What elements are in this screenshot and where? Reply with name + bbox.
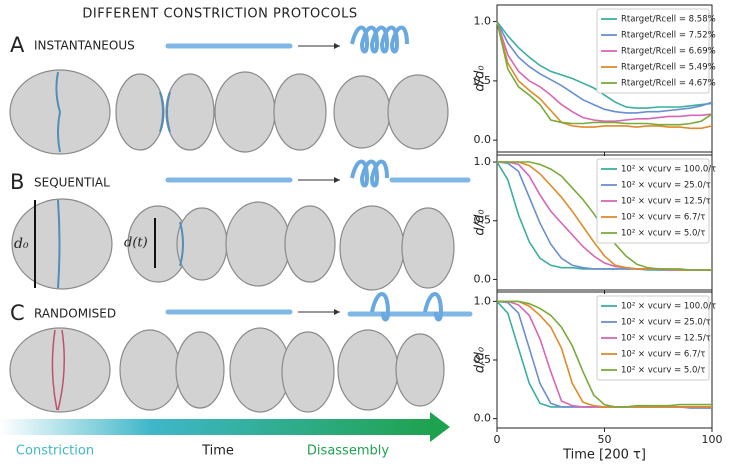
panel-letter: C <box>10 301 25 325</box>
legend-label: Rtarget/Rcell = 6.69% <box>621 47 716 57</box>
legend-label: 10² × vcurv = 25.0/τ <box>621 181 711 191</box>
series-line <box>496 21 713 122</box>
y-tick-label: 0.5 <box>474 353 492 366</box>
legend-box <box>596 295 710 381</box>
panel-name: RANDOMISED <box>34 307 116 321</box>
protocol-sketch <box>165 292 473 322</box>
y-tick-label: 1.0 <box>474 155 492 168</box>
y-tick-label: 1.0 <box>474 294 492 307</box>
annotation: d(t) <box>124 236 148 251</box>
panel-name: SEQUENTIAL <box>34 176 110 190</box>
series-line <box>496 21 713 109</box>
y-tick-label: 0.5 <box>474 214 492 227</box>
legend-label: 10² × vcurv = 100.0/τ <box>621 165 716 175</box>
legend-box <box>596 8 710 94</box>
y-axis-label: d/d₀ <box>473 346 488 373</box>
legend-label: 10² × vcurv = 12.5/τ <box>621 334 711 344</box>
legend-box <box>596 158 710 244</box>
y-axis-label: d/d₀ <box>473 65 488 92</box>
legend-label: Rtarget/Rcell = 7.52% <box>621 31 716 41</box>
timeline-bar <box>0 419 432 435</box>
timeline-arrowhead <box>430 412 450 442</box>
figure-title: DIFFERENT CONSTRICTION PROTOCOLS <box>82 7 357 22</box>
y-tick-label: 0.0 <box>474 133 492 146</box>
x-axis-label: Time [200 τ] <box>562 448 646 463</box>
legend-label: 10² × vcurv = 25.0/τ <box>621 318 711 328</box>
legend-label: 10² × vcurv = 5.0/τ <box>621 229 705 239</box>
legend-label: 10² × vcurv = 6.7/τ <box>621 350 705 360</box>
protocol-sketch <box>165 25 409 54</box>
y-tick-label: 1.0 <box>474 15 492 28</box>
protocol-sketch <box>165 159 471 188</box>
y-tick-label: 0.5 <box>474 74 492 87</box>
legend-label: 10² × vcurv = 6.7/τ <box>621 213 705 223</box>
series-line <box>496 21 713 114</box>
legend-label: 10² × vcurv = 12.5/τ <box>621 197 711 207</box>
x-tick-label: 0 <box>494 433 501 446</box>
panel-letter: B <box>10 170 24 194</box>
panel-letter: A <box>10 33 25 57</box>
legend-label: 10² × vcurv = 100.0/τ <box>621 302 716 312</box>
series-line <box>496 21 713 126</box>
timeline-label: Constriction <box>16 444 94 459</box>
panel-name: INSTANTANEOUS <box>34 39 135 53</box>
cells-row-c <box>9 327 445 413</box>
x-tick-label: 50 <box>598 433 612 446</box>
y-tick-label: 0.0 <box>474 272 492 285</box>
y-tick-label: 0.0 <box>474 412 492 425</box>
timeline-label: Disassembly <box>307 444 389 459</box>
cells-row-a <box>9 69 449 155</box>
legend-label: Rtarget/Rcell = 8.58% <box>621 15 716 25</box>
series-line <box>497 300 712 408</box>
series-line <box>496 21 713 130</box>
series-line <box>497 300 712 408</box>
annotation: d₀ <box>14 236 29 252</box>
cells-row-b: d₀ d(t) <box>11 198 455 291</box>
legend-label: Rtarget/Rcell = 5.49% <box>621 63 716 73</box>
legend-label: Rtarget/Rcell = 4.67% <box>621 79 716 89</box>
y-axis-label: d/d₀ <box>473 209 488 236</box>
timeline-label: Time <box>201 444 234 459</box>
legend-label: 10² × vcurv = 5.0/τ <box>621 366 705 376</box>
x-tick-label: 100 <box>702 433 723 446</box>
